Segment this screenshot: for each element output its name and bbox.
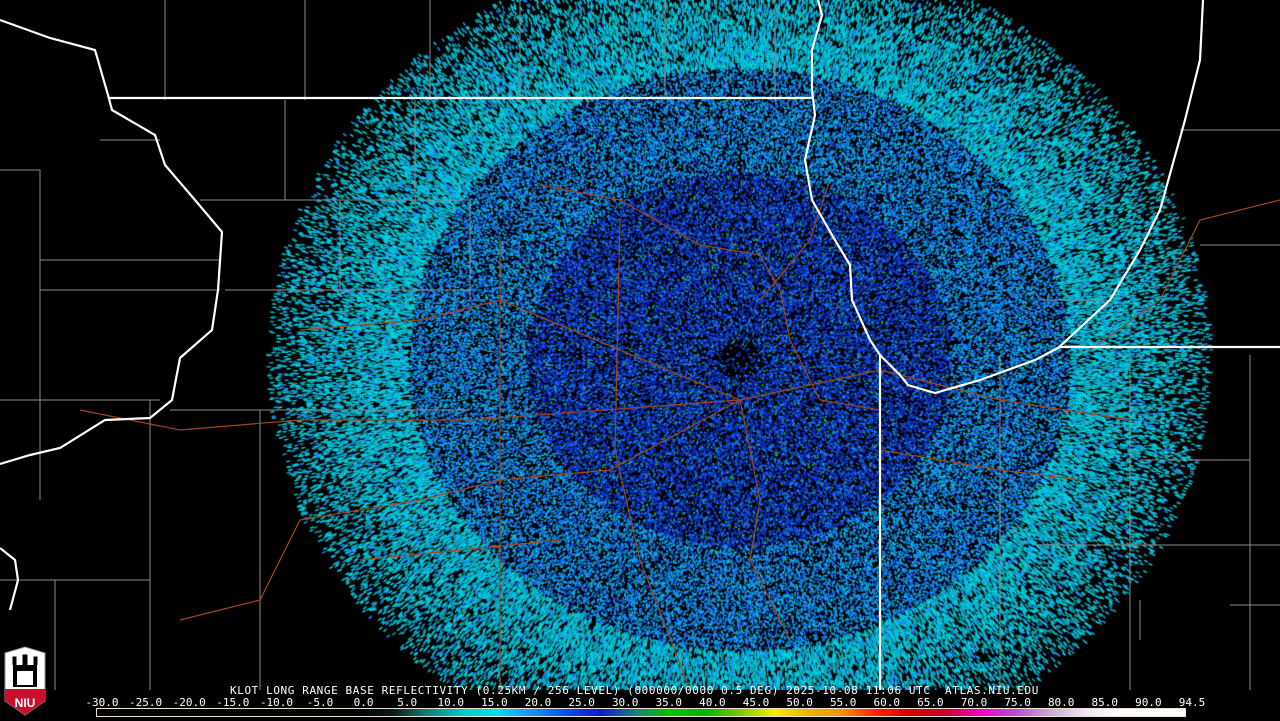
colorbar-tick: 94.5 xyxy=(1178,696,1206,709)
colorbar-tick: 45.0 xyxy=(742,696,770,709)
lake-michigan-west-shore xyxy=(803,0,1205,395)
colorbar-tick: 30.0 xyxy=(611,696,639,709)
colorbar-tick: -5.0 xyxy=(306,696,334,709)
colorbar-tick: 25.0 xyxy=(568,696,595,709)
state-lines xyxy=(0,0,1280,690)
colorbar-tick: 85.0 xyxy=(1091,696,1119,709)
colorbar-tick: 70.0 xyxy=(960,696,988,709)
colorbar-tick: 5.0 xyxy=(397,696,418,709)
colorbar-tick: 55.0 xyxy=(829,696,857,709)
colorbar-tick: 20.0 xyxy=(524,696,552,709)
colorbar-tick: -10.0 xyxy=(259,696,293,709)
svg-text:NIU: NIU xyxy=(15,696,36,710)
road-lines xyxy=(79,179,1280,690)
product-title: KLOT LONG RANGE BASE REFLECTIVITY (0.25K… xyxy=(230,684,1039,697)
colorbar-tick: 50.0 xyxy=(786,696,813,709)
colorbar-tick: -15.0 xyxy=(216,696,250,709)
colorbar-tick: 0.0 xyxy=(353,696,374,709)
iowa-border xyxy=(0,547,20,611)
map-boundaries xyxy=(0,0,1280,690)
colorbar-tick: 60.0 xyxy=(873,696,901,709)
colorbar-tick: 80.0 xyxy=(1047,696,1075,709)
colorbar-tick: 40.0 xyxy=(699,696,726,709)
colorbar-tick: -25.0 xyxy=(129,696,163,709)
reflectivity-colorbar xyxy=(96,708,1186,717)
niu-logo: NIU xyxy=(3,645,47,717)
radar-reflectivity-layer xyxy=(0,0,1280,690)
colorbar-tick: -30.0 xyxy=(85,696,119,709)
mississippi-river xyxy=(0,18,224,466)
colorbar-tick: 90.0 xyxy=(1135,696,1162,709)
colorbar-tick-labels: -30.0 -25.0 -20.0 -15.0 -10.0 -5.0 0.0 5.0 10.0 1… xyxy=(85,696,1205,709)
colorbar-tick: -20.0 xyxy=(172,696,206,709)
county-lines xyxy=(0,0,1280,690)
colorbar-tick: 65.0 xyxy=(917,696,944,709)
colorbar-tick: 10.0 xyxy=(437,696,465,709)
colorbar-tick: 15.0 xyxy=(481,696,508,709)
colorbar-tick: 75.0 xyxy=(1004,696,1031,709)
colorbar-tick: 35.0 xyxy=(655,696,683,709)
